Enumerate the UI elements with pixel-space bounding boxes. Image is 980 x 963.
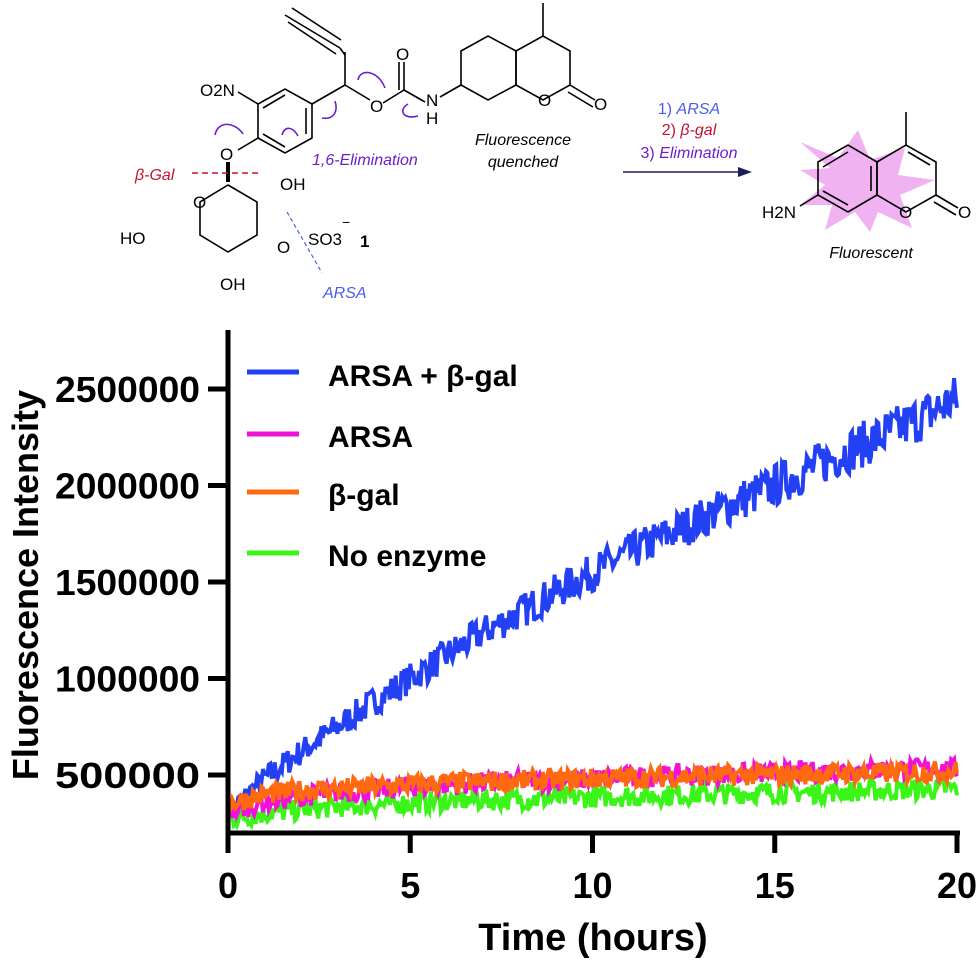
hydroxyl-2: OH bbox=[280, 175, 306, 194]
reaction-arrow bbox=[623, 167, 752, 177]
sulfate-oxygen: O bbox=[277, 238, 290, 257]
hydroxyl-6: HO bbox=[120, 229, 146, 248]
y-ticks: 500000 1000000 1500000 2000000 2500000 bbox=[55, 369, 228, 796]
x-axis-label: Time (hours) bbox=[478, 917, 707, 959]
legend-item-beta-gal: β-gal bbox=[247, 479, 400, 512]
x-tick-label: 20 bbox=[937, 865, 977, 906]
y-tick-label: 500000 bbox=[55, 755, 200, 796]
y-tick-label: 1500000 bbox=[55, 562, 200, 603]
scheme-labels: O2N O O O N H O O O OH HO OH O SO3 − 1 bbox=[120, 45, 607, 294]
series-line--gal bbox=[226, 756, 959, 818]
arsa-cleavage-line bbox=[286, 211, 323, 274]
step-2: 2) β-gal bbox=[662, 122, 717, 139]
carbonyl-oxygen: O bbox=[396, 45, 409, 64]
fluorescent-label: Fluorescent bbox=[829, 245, 913, 262]
arrow-head-icon bbox=[738, 167, 752, 177]
compound-number: 1 bbox=[360, 232, 369, 251]
hydroxyl-4: OH bbox=[220, 275, 246, 294]
product-carbonyl-oxygen: O bbox=[958, 203, 971, 222]
legend-item-arsa: ARSA bbox=[247, 421, 413, 454]
legend-label: ARSA + β-gal bbox=[328, 360, 518, 393]
curved-arrow-icon bbox=[214, 123, 244, 136]
x-tick-label: 0 bbox=[218, 865, 238, 906]
series-layer bbox=[226, 378, 959, 831]
curved-arrow-icon bbox=[402, 103, 419, 118]
legend-label: ARSA bbox=[328, 421, 413, 454]
carbamate-h: H bbox=[426, 109, 438, 128]
sulfate-charge: − bbox=[342, 214, 350, 230]
legend-label: β-gal bbox=[328, 479, 400, 512]
elimination-arrows bbox=[214, 71, 419, 137]
carbamate-oxygen: O bbox=[370, 97, 383, 116]
fluorescence-chart: 500000 1000000 1500000 2000000 2500000 0 5 10 1… bbox=[5, 330, 977, 959]
fluorescent-glow-icon bbox=[800, 130, 935, 232]
legend-item-no-enzyme: No enzyme bbox=[247, 540, 486, 573]
x-tick-label: 15 bbox=[755, 865, 795, 906]
y-tick-label: 2500000 bbox=[55, 369, 200, 410]
curved-arrow-icon bbox=[321, 100, 337, 120]
legend-label: No enzyme bbox=[328, 540, 486, 573]
legend: ARSA + β-gal ARSA β-gal No enzyme bbox=[247, 360, 518, 573]
series-line-arsa-gal bbox=[226, 378, 959, 827]
y-tick-label: 1000000 bbox=[55, 659, 200, 700]
y-tick-label: 2000000 bbox=[55, 466, 200, 507]
step-3: 3) Elimination bbox=[641, 145, 738, 162]
nitro-label: O2N bbox=[200, 81, 235, 100]
beta-gal-label: β-Gal bbox=[134, 167, 175, 184]
amine-label: H2N bbox=[762, 203, 796, 222]
elimination-label: 1,6-Elimination bbox=[312, 152, 418, 169]
y-axis-label: Fluorescence Intensity bbox=[5, 390, 46, 780]
sugar-ring-oxygen: O bbox=[193, 193, 206, 212]
curved-arrow-icon bbox=[357, 71, 386, 89]
coumarin-ring-oxygen: O bbox=[538, 91, 551, 110]
sugar-ring bbox=[199, 184, 258, 253]
aryl-ring bbox=[257, 88, 313, 154]
step-1: 1) ARSA bbox=[658, 101, 720, 118]
aryl-oxygen: O bbox=[220, 145, 233, 164]
alkyne-bond bbox=[284, 14, 341, 49]
coumarin-carbonyl-oxygen: O bbox=[594, 95, 607, 114]
aminocoumarin-structure bbox=[799, 112, 959, 216]
carbamate-n: N bbox=[426, 91, 438, 110]
x-ticks: 0 5 10 15 20 bbox=[218, 833, 977, 906]
x-tick-label: 5 bbox=[400, 865, 420, 906]
legend-item-arsa-beta-gal: ARSA + β-gal bbox=[247, 360, 518, 393]
quenched-label-line2: quenched bbox=[488, 154, 559, 171]
curved-arrow-icon bbox=[281, 127, 299, 137]
quenched-label-line1: Fluorescence bbox=[475, 132, 571, 149]
x-tick-label: 10 bbox=[572, 865, 612, 906]
sulfate-label: SO3 bbox=[308, 230, 342, 249]
reaction-scheme bbox=[199, 3, 596, 253]
arsa-label: ARSA bbox=[322, 285, 367, 302]
product-ring-oxygen: O bbox=[899, 203, 912, 222]
